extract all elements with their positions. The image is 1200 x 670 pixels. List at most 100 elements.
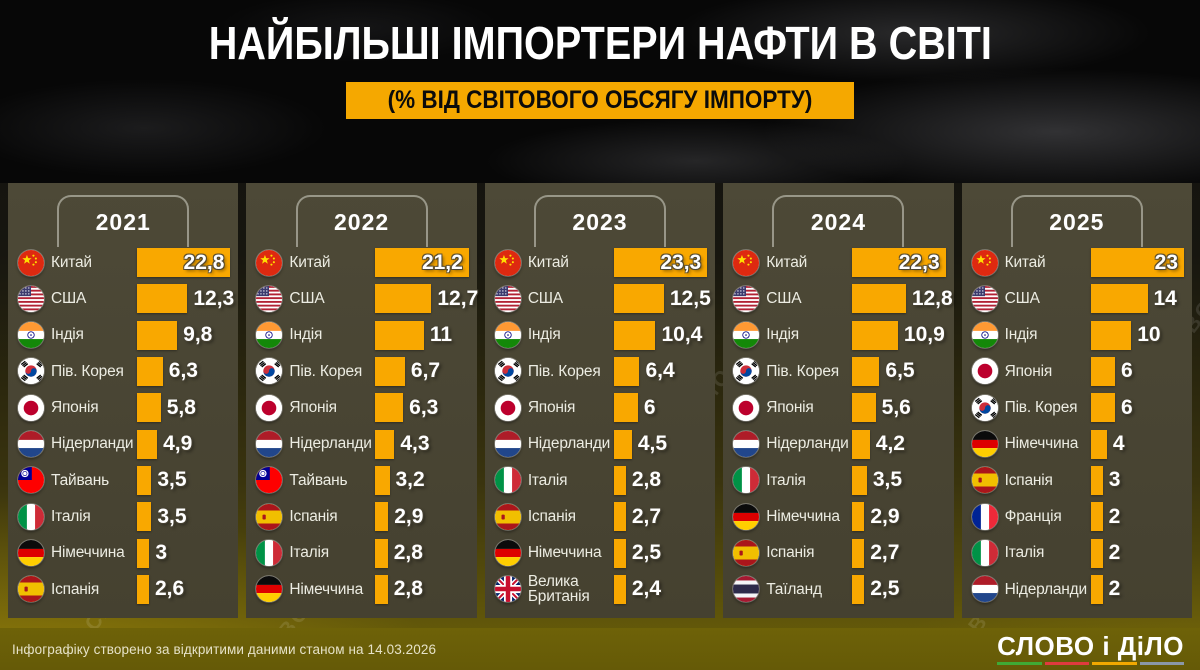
bar-zone: 4,9 <box>137 429 230 459</box>
value-label: 3,5 <box>157 468 187 492</box>
value-bar <box>375 538 388 568</box>
year-frame: 2025 <box>1010 195 1143 247</box>
value-label: 2,9 <box>394 504 424 528</box>
bar-zone: 2,9 <box>375 502 468 532</box>
bar-zone: 6,3 <box>375 393 468 423</box>
country-row: Німеччина 3 <box>18 538 230 569</box>
value-label: 6 <box>643 395 656 419</box>
bar-zone: 2,8 <box>375 538 468 568</box>
country-label: Іспанія <box>1004 471 1053 489</box>
brand-logo-text: СЛОВО і ДіЛО <box>997 631 1184 661</box>
value-bar <box>137 393 161 423</box>
flag-us-icon <box>256 285 283 312</box>
flag-it-icon <box>18 503 44 530</box>
country-label: США <box>1004 290 1040 308</box>
bar-zone: 5,8 <box>137 393 230 423</box>
value-bar <box>137 502 152 532</box>
bar-zone: 2,4 <box>613 574 707 604</box>
country-row: Німеччина 2,8 <box>256 574 468 605</box>
value-bar <box>613 574 626 604</box>
year-panel-2022: 2022 Китай 21,2 США 12,7 Індія 11 Пів. Корея… <box>246 183 478 618</box>
country-row: Пів. Корея 6,3 <box>18 356 230 387</box>
country-row: Тайвань 3,2 <box>256 465 468 496</box>
value-bar <box>375 393 404 423</box>
country-label: Таїланд <box>766 580 822 598</box>
value-bar <box>1090 320 1132 350</box>
value-bar <box>852 502 865 532</box>
value-label: 12,3 <box>193 286 235 310</box>
value-label: 12,8 <box>911 286 953 310</box>
value-label: 2 <box>1108 504 1121 528</box>
value-bar <box>852 429 870 459</box>
country-row: Індія 10,9 <box>733 320 945 351</box>
flag-es-icon <box>494 503 521 530</box>
flag-es-icon <box>733 540 760 567</box>
value-label: 5,6 <box>881 395 911 419</box>
country-rows: Китай 22,3 США 12,8 Індія 10,9 Пів. Корея 6,5… <box>733 247 953 605</box>
country-label: Іспанія <box>766 544 815 562</box>
bar-zone: 6 <box>1090 393 1184 423</box>
flag-cn-icon <box>733 249 760 276</box>
value-label: 2,4 <box>631 577 662 601</box>
country-row: Велика Британія 2,4 <box>494 574 707 605</box>
page-title: НАЙБІЛЬШІ ІМПОРТЕРИ НАФТИ В СВІТІ <box>0 16 1200 70</box>
country-row: Китай 23 <box>971 247 1185 278</box>
value-bar <box>375 320 424 350</box>
bar-zone: 21,2 <box>375 248 469 277</box>
country-row: Німеччина 2,5 <box>494 538 707 569</box>
bar-zone: 5,6 <box>852 393 945 423</box>
bar-zone: 23,3 <box>613 248 708 277</box>
country-label: Німеччина <box>527 544 602 562</box>
country-label: Нідерланди <box>51 435 134 453</box>
country-label: Нідерланди <box>1004 580 1088 598</box>
country-row: Індія 10 <box>971 320 1184 351</box>
year-panel-2025: 2025 Китай 23 США 14 Індія 10 Японія 6 Пів. Ко… <box>961 183 1193 618</box>
flag-in-icon <box>256 322 283 349</box>
value-bar <box>1090 284 1148 314</box>
value-bar <box>613 320 656 350</box>
country-label: Японія <box>527 399 576 417</box>
flag-us-icon <box>18 285 44 312</box>
flag-kr-icon <box>494 358 521 385</box>
bar-zone: 4,3 <box>375 429 468 459</box>
flag-de-icon <box>18 540 44 567</box>
flag-jp-icon <box>494 394 521 421</box>
bar-zone: 3 <box>1090 465 1184 495</box>
value-label: 6,4 <box>645 359 675 383</box>
bar-zone: 2 <box>1090 502 1184 532</box>
value-bar <box>613 393 638 423</box>
bar-zone: 4,2 <box>852 429 945 459</box>
value-label: 4,9 <box>163 432 193 456</box>
bar-zone: 12,7 <box>375 284 478 314</box>
flag-it-icon <box>256 540 283 567</box>
country-label: Індія <box>1004 326 1038 344</box>
flag-fr-icon <box>971 503 998 530</box>
country-label: США <box>527 290 563 308</box>
value-bar <box>137 465 152 495</box>
bar-zone: 2,5 <box>852 574 945 604</box>
flag-es-icon <box>256 503 283 530</box>
logo-underline-segment <box>1044 662 1090 665</box>
flag-nl-icon <box>971 576 998 603</box>
country-label: Тайвань <box>289 471 348 489</box>
bar-zone: 3,5 <box>852 465 945 495</box>
bar-zone: 6 <box>1090 356 1184 386</box>
value-label: 6,5 <box>885 359 915 383</box>
country-row: Індія 9,8 <box>18 320 230 351</box>
value-label: 4,3 <box>400 432 430 456</box>
value-bar <box>137 320 178 350</box>
country-row: США 12,7 <box>256 283 478 314</box>
country-label: Японія <box>1004 362 1053 380</box>
bar-zone: 2,5 <box>613 538 707 568</box>
value-bar: 21,2 <box>375 248 469 277</box>
country-row: Таїланд 2,5 <box>733 574 945 605</box>
value-label: 2,8 <box>631 468 662 492</box>
value-bar <box>375 429 395 459</box>
country-label: Японія <box>51 399 99 417</box>
value-bar <box>852 538 865 568</box>
flag-es-icon <box>971 467 998 494</box>
value-bar <box>1090 574 1103 604</box>
bar-zone: 2,8 <box>613 465 707 495</box>
country-label: Нідерланди <box>527 435 611 453</box>
